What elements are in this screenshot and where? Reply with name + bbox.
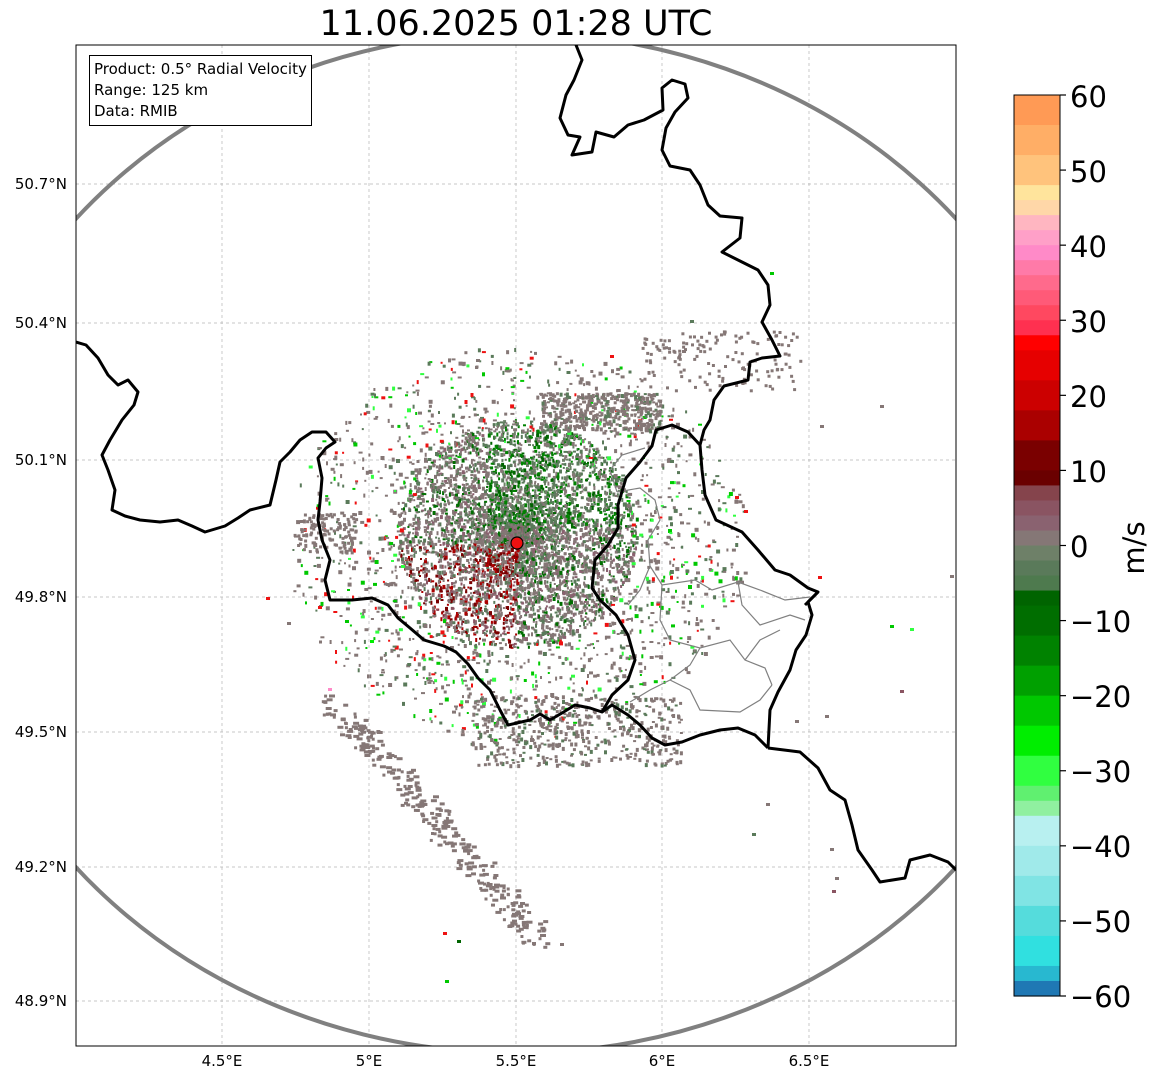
colorbar-band bbox=[1014, 695, 1060, 727]
colorbar-tick-label: 50 bbox=[1070, 155, 1107, 189]
colorbar-band bbox=[1014, 410, 1060, 441]
info-range: Range: 125 km bbox=[94, 81, 209, 99]
colorbar-band bbox=[1014, 875, 1060, 907]
lon-tick-label: 6.5°E bbox=[788, 1052, 830, 1070]
lat-tick-label: 49.8°N bbox=[14, 588, 67, 606]
radar-site-marker bbox=[510, 536, 524, 550]
info-box: Product: 0.5° Radial Velocity Range: 125… bbox=[89, 55, 312, 126]
colorbar-band bbox=[1014, 320, 1060, 336]
colorbar-band bbox=[1014, 260, 1060, 276]
lon-tick-label: 5°E bbox=[355, 1052, 383, 1070]
colorbar-band bbox=[1014, 530, 1060, 547]
colorbar-tick-label: 40 bbox=[1070, 230, 1107, 264]
lat-tick-label: 49.5°N bbox=[14, 723, 67, 741]
colorbar-band bbox=[1014, 200, 1060, 216]
colorbar-band bbox=[1014, 575, 1060, 592]
colorbar-tick-label: 20 bbox=[1070, 380, 1107, 414]
colorbar-band bbox=[1014, 965, 1060, 982]
colorbar-tick-label: 60 bbox=[1070, 80, 1107, 114]
colorbar-band bbox=[1014, 725, 1060, 757]
colorbar-band bbox=[1014, 800, 1060, 817]
colorbar-band bbox=[1014, 440, 1060, 472]
colorbar-band bbox=[1014, 590, 1060, 607]
colorbar-band bbox=[1014, 305, 1060, 321]
info-product: Product: 0.5° Radial Velocity bbox=[94, 60, 307, 78]
colorbar-band bbox=[1014, 470, 1060, 487]
colorbar-band bbox=[1014, 290, 1060, 306]
colorbar-band bbox=[1014, 755, 1060, 787]
colorbar-band bbox=[1014, 635, 1060, 667]
colorbar-band bbox=[1014, 245, 1060, 261]
colorbar-band bbox=[1014, 485, 1060, 502]
colorbar-band bbox=[1014, 560, 1060, 577]
lon-tick-label: 5.5°E bbox=[495, 1052, 537, 1070]
colorbar-tick-label: −20 bbox=[1070, 680, 1132, 714]
colorbar-band bbox=[1014, 605, 1060, 637]
radar-echoes bbox=[266, 272, 954, 983]
colorbar-band bbox=[1014, 380, 1060, 411]
map-gridlines bbox=[76, 45, 956, 1046]
colorbar-band bbox=[1014, 815, 1060, 847]
colorbar-band bbox=[1014, 350, 1060, 381]
colorbar-band bbox=[1014, 125, 1060, 156]
colorbar-band bbox=[1014, 95, 1060, 126]
colorbar-band bbox=[1014, 275, 1060, 291]
country-borders bbox=[76, 45, 956, 884]
colorbar-band bbox=[1014, 185, 1060, 201]
colorbar-tick-marks bbox=[1060, 94, 1066, 997]
lat-tick-label: 50.1°N bbox=[14, 451, 67, 469]
lat-tick-label: 50.4°N bbox=[14, 314, 67, 332]
lon-tick-label: 6°E bbox=[648, 1052, 676, 1070]
colorbar-band bbox=[1014, 845, 1060, 877]
region-borders bbox=[609, 447, 811, 713]
lat-tick-label: 48.9°N bbox=[14, 992, 67, 1010]
colorbar-band bbox=[1014, 515, 1060, 532]
colorbar-tick-label: −10 bbox=[1070, 605, 1132, 639]
colorbar-tick-label: 0 bbox=[1070, 530, 1089, 564]
colorbar-band bbox=[1014, 545, 1060, 562]
lat-tick-label: 50.7°N bbox=[14, 175, 67, 193]
colorbar-tick-label: −30 bbox=[1070, 755, 1132, 789]
colorbar-bands bbox=[1014, 95, 1060, 997]
colorbar-band bbox=[1014, 155, 1060, 186]
colorbar-tick-label: −40 bbox=[1070, 830, 1132, 864]
colorbar-band bbox=[1014, 335, 1060, 351]
colorbar-band bbox=[1014, 935, 1060, 967]
colorbar-unit-label: m/s bbox=[1117, 521, 1151, 575]
map-frame bbox=[75, 44, 957, 1047]
colorbar-band bbox=[1014, 230, 1060, 246]
colorbar-band bbox=[1014, 215, 1060, 231]
map-title: 11.06.2025 01:28 UTC bbox=[319, 4, 713, 44]
colorbar-tick-label: −60 bbox=[1070, 980, 1132, 1014]
colorbar-tick-label: 30 bbox=[1070, 305, 1107, 339]
lat-tick-label: 49.2°N bbox=[14, 858, 67, 876]
colorbar-band bbox=[1014, 500, 1060, 517]
colorbar-tick-label: −50 bbox=[1070, 905, 1132, 939]
lon-tick-label: 4.5°E bbox=[201, 1052, 243, 1070]
info-data: Data: RMIB bbox=[94, 102, 178, 120]
colorbar-band bbox=[1014, 980, 1060, 997]
colorbar-band bbox=[1014, 785, 1060, 802]
colorbar-tick-label: 10 bbox=[1070, 455, 1107, 489]
colorbar-band bbox=[1014, 665, 1060, 697]
colorbar-band bbox=[1014, 905, 1060, 937]
